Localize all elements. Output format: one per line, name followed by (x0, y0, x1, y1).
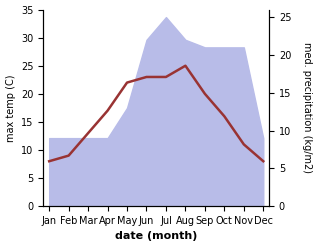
X-axis label: date (month): date (month) (115, 231, 197, 242)
Y-axis label: med. precipitation (kg/m2): med. precipitation (kg/m2) (302, 42, 313, 173)
Y-axis label: max temp (C): max temp (C) (5, 74, 16, 142)
